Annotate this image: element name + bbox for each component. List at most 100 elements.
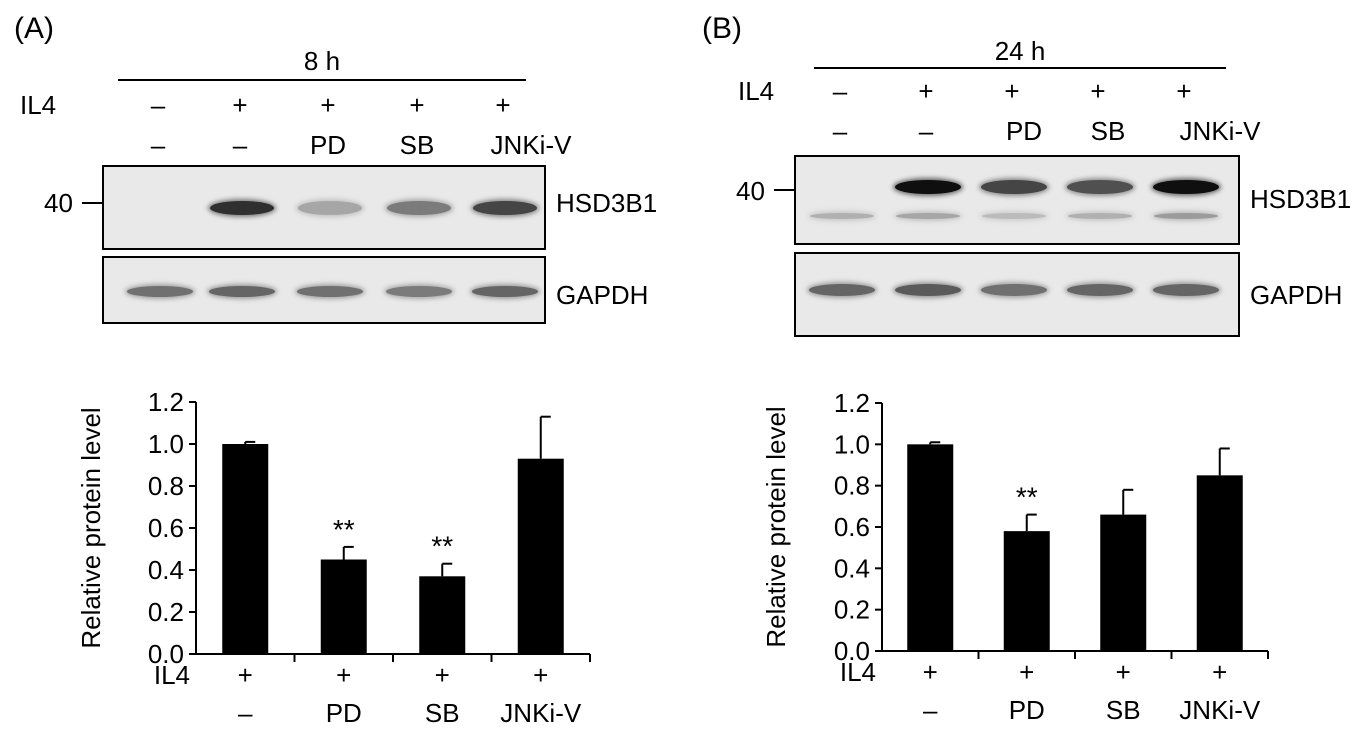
bar — [1003, 531, 1050, 651]
blot-band — [127, 286, 193, 297]
inhibitor-cell: SB — [399, 130, 435, 160]
inhibitor-cell: – — [232, 130, 248, 160]
il4-cell: – — [832, 76, 848, 106]
blot-band — [895, 284, 961, 296]
blot-band — [810, 213, 874, 219]
blot-band — [297, 286, 363, 297]
time-label: 8 h — [303, 46, 341, 76]
x-il4-label: + — [1116, 657, 1131, 687]
y-tick-label: 0.2 — [148, 597, 184, 627]
inhibitor-cell: – — [832, 116, 848, 146]
time-label: 24 h — [994, 36, 1046, 66]
y-tick-label: 0.2 — [834, 595, 870, 625]
x-inhibitor-label: SB — [1106, 695, 1141, 725]
y-tick-label: 0.0 — [834, 636, 870, 666]
hsd3b1-blot — [794, 155, 1240, 245]
blot-band — [1067, 284, 1133, 296]
inhibitor-cell: SB — [1090, 116, 1126, 146]
x-il4-label: + — [435, 660, 450, 690]
x-il4-label: + — [923, 657, 938, 687]
y-tick-label: 0.6 — [148, 513, 184, 543]
il4-cell: + — [1176, 76, 1192, 106]
blot-band — [981, 284, 1047, 296]
il4-cell: + — [495, 90, 511, 120]
x-il4-label: + — [336, 660, 351, 690]
il4-row-label: IL4 — [738, 76, 775, 106]
y-tick-label: 0.4 — [148, 555, 184, 585]
x-il4-label: + — [238, 660, 253, 690]
x-inhibitor-label: – — [923, 695, 938, 725]
marker-tick — [82, 202, 102, 204]
blot-band — [981, 180, 1047, 194]
il4-cell: + — [1004, 76, 1020, 106]
y-tick-label: 0.6 — [834, 512, 870, 542]
y-tick-label: 0.8 — [148, 471, 184, 501]
y-tick-label: 0.0 — [148, 639, 184, 669]
marker-label: 40 — [736, 176, 765, 206]
panel-letter: (B) — [702, 12, 742, 45]
inhibitor-cell: PD — [309, 130, 347, 160]
bar — [222, 444, 269, 654]
bar-chart: 0.0 0.2 0.4 0.6 0.8 1.0 1.2 Relative protein le… — [761, 388, 1269, 725]
bar-chart: 0.0 0.2 0.4 0.6 0.8 1.0 1.2 Relative protein le… — [76, 387, 591, 728]
inhibitor-cell: – — [150, 130, 166, 160]
inhibitor-cell: – — [918, 116, 934, 146]
marker-tick — [774, 189, 794, 191]
y-tick-label: 1.2 — [834, 388, 870, 418]
inhibitor-cell: JNKi-V — [490, 130, 572, 160]
y-axis-label: Relative protein level — [761, 406, 791, 647]
x-inhibitor-label: PD — [326, 698, 362, 728]
il4-cell: + — [232, 90, 248, 120]
il4-cell: + — [320, 90, 336, 120]
gapdh-label: GAPDH — [556, 280, 649, 310]
blot-band — [386, 286, 452, 297]
bar — [419, 576, 466, 654]
blot-band — [895, 180, 961, 194]
y-tick-label: 1.0 — [834, 429, 870, 459]
panel-letter: (A) — [14, 12, 54, 45]
significance-label: ** — [1016, 482, 1038, 513]
y-tick-label: 1.0 — [148, 429, 184, 459]
il4-cell: – — [150, 90, 166, 120]
hsd3b1-label: HSD3B1 — [556, 188, 658, 218]
inhibitor-cell: PD — [1005, 116, 1043, 146]
blot-band — [1067, 180, 1133, 194]
blot-band — [1153, 284, 1219, 296]
hsd3b1-blot — [102, 165, 546, 250]
significance-label: ** — [333, 514, 355, 545]
inhibitor-cell: JNKi-V — [1179, 116, 1261, 146]
blot-band — [809, 284, 875, 296]
x-row-label: IL4 — [840, 657, 876, 687]
il4-cell: + — [1090, 76, 1106, 106]
time-bracket-line — [118, 79, 526, 81]
x-il4-label: + — [1212, 657, 1227, 687]
blot-band — [1068, 213, 1132, 219]
y-tick-label: 0.4 — [834, 553, 870, 583]
bar — [1100, 514, 1147, 651]
gapdh-blot — [102, 256, 546, 324]
significance-label: ** — [431, 531, 453, 562]
blot-band — [1154, 213, 1218, 219]
blot-band — [210, 201, 274, 215]
x-inhibitor-label: JNKi-V — [500, 698, 582, 728]
panel-a: (A) 8 h IL4 – + + + + – – PD SB JNKi-V 4… — [0, 0, 680, 746]
il4-row-label: IL4 — [20, 90, 57, 120]
gapdh-label: GAPDH — [1250, 280, 1343, 310]
x-inhibitor-label: – — [238, 698, 253, 728]
blot-band — [387, 201, 451, 215]
panel-b: (B) 24 h IL4 – + + + + – – PD SB JNKi-V … — [690, 0, 1367, 746]
blot-band — [298, 201, 362, 215]
blot-band — [982, 213, 1046, 219]
marker-label: 40 — [44, 188, 73, 218]
x-row-label: IL4 — [154, 660, 190, 690]
blot-band — [472, 286, 538, 297]
y-axis-label: Relative protein level — [76, 407, 106, 648]
gapdh-blot — [794, 252, 1240, 337]
blot-band — [1153, 180, 1219, 194]
x-inhibitor-label: JNKi-V — [1179, 695, 1261, 725]
y-tick-label: 1.2 — [148, 387, 184, 417]
x-inhibitor-label: SB — [425, 698, 460, 728]
x-il4-label: + — [1019, 657, 1034, 687]
hsd3b1-label: HSD3B1 — [1250, 184, 1352, 214]
bar — [320, 559, 367, 654]
